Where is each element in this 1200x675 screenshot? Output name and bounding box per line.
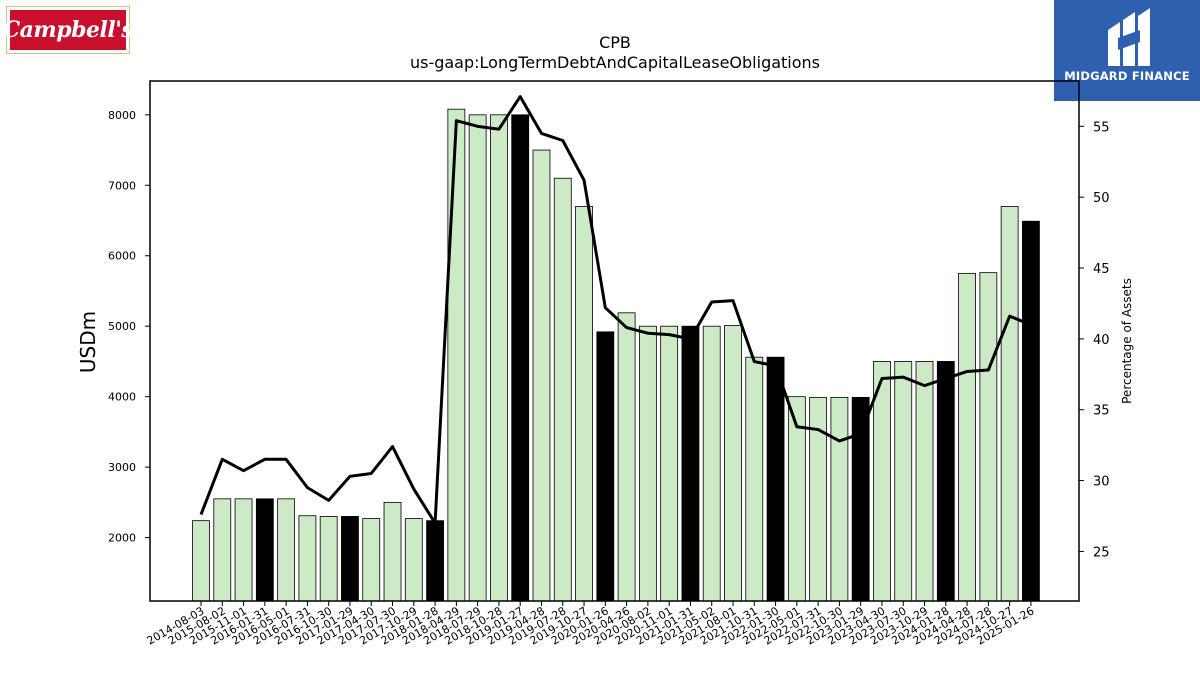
bar bbox=[617, 312, 636, 602]
midgard-finance-name: MIDGARD FINANCE bbox=[1064, 69, 1190, 83]
bar bbox=[383, 501, 402, 602]
y-tick-label: 7000 bbox=[108, 179, 136, 192]
y2-tick-label: 35 bbox=[1093, 404, 1110, 419]
series-line-percentage bbox=[199, 95, 1032, 525]
bar bbox=[490, 114, 508, 602]
bar bbox=[319, 516, 338, 602]
y-axis-right: 25 30 35 40 45 50 55 bbox=[1079, 120, 1110, 560]
bar bbox=[575, 206, 593, 602]
y-tick-label: 6000 bbox=[108, 250, 136, 263]
y2-tick-label: 40 bbox=[1093, 333, 1110, 348]
y-tick-label: 8000 bbox=[108, 109, 136, 122]
y2-tick-label: 55 bbox=[1093, 120, 1110, 135]
bar bbox=[255, 498, 274, 602]
y2-tick-label: 30 bbox=[1093, 475, 1110, 490]
x-axis: 2014-08-032015-08-022015-11-012016-01-31… bbox=[145, 601, 1036, 648]
bar bbox=[426, 520, 444, 602]
bar bbox=[915, 361, 934, 602]
bars-layer bbox=[192, 108, 1040, 602]
midgard-mark-icon bbox=[1108, 8, 1150, 66]
bar bbox=[192, 520, 210, 602]
bar bbox=[936, 361, 955, 602]
bar bbox=[745, 356, 764, 602]
y2-tick-label: 45 bbox=[1093, 262, 1110, 277]
campbells-logo-text: Campbell's bbox=[2, 17, 134, 43]
bar bbox=[277, 498, 296, 602]
bar bbox=[851, 396, 870, 602]
campbells-logo: Campbell's bbox=[3, 6, 134, 54]
bar bbox=[341, 516, 359, 602]
bar bbox=[298, 515, 317, 602]
bar bbox=[511, 114, 530, 602]
campbells-logo-plate: Campbell's bbox=[3, 10, 134, 50]
bar bbox=[213, 498, 232, 602]
y-tick-label: 2000 bbox=[108, 532, 136, 545]
y2-tick-label: 50 bbox=[1093, 191, 1110, 206]
bar bbox=[362, 518, 381, 602]
bar bbox=[1022, 220, 1040, 602]
bar bbox=[638, 325, 657, 602]
y-tick-label: 5000 bbox=[108, 320, 136, 333]
y-tick-label: 4000 bbox=[108, 391, 136, 404]
bar bbox=[532, 149, 551, 602]
y-tick-label: 3000 bbox=[108, 461, 136, 474]
y-axis-label: USDm bbox=[76, 311, 100, 373]
bar bbox=[596, 331, 615, 602]
bar bbox=[766, 356, 785, 602]
bar bbox=[979, 272, 998, 602]
chart-title: CPB bbox=[599, 33, 631, 52]
y2-tick-label: 25 bbox=[1093, 545, 1110, 560]
bar bbox=[404, 518, 423, 602]
chart-subtitle: us-gaap:LongTermDebtAndCapitalLeaseOblig… bbox=[410, 53, 820, 72]
bar bbox=[660, 325, 679, 602]
bar bbox=[702, 325, 721, 602]
bar bbox=[830, 396, 849, 602]
bar bbox=[724, 325, 742, 602]
bar bbox=[468, 114, 487, 602]
bar bbox=[447, 108, 466, 602]
y-axis-left: 2000 3000 4000 5000 6000 7000 8000 bbox=[108, 109, 150, 545]
bar bbox=[234, 498, 253, 602]
bar bbox=[681, 325, 700, 602]
bar bbox=[553, 177, 572, 602]
y2-axis-label: Percentage of Assets bbox=[1120, 278, 1134, 404]
plot-frame bbox=[149, 80, 1080, 602]
bar bbox=[894, 361, 913, 602]
bar bbox=[958, 272, 976, 602]
bar bbox=[1000, 206, 1019, 602]
